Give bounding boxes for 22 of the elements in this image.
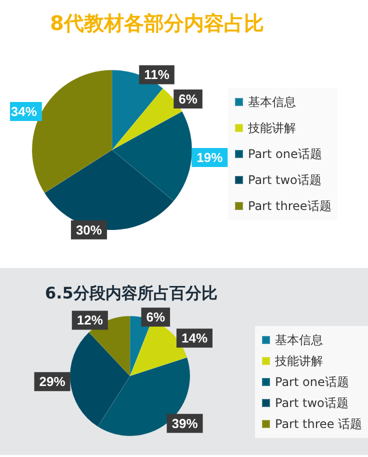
legend-label: Part one话题 — [275, 375, 349, 389]
data-label: 14% — [181, 330, 208, 346]
legend-label: 基本信息 — [248, 95, 296, 109]
data-label: 30% — [76, 222, 102, 238]
legend-label: 基本信息 — [275, 333, 323, 347]
legend-label: 技能讲解 — [247, 121, 296, 135]
data-label: 19% — [196, 150, 224, 166]
data-label: 29% — [39, 374, 66, 390]
legend-label: Part two话题 — [275, 396, 348, 410]
data-label: 11% — [144, 67, 170, 82]
chart-title: 6.5分段内容所占百分比 — [45, 284, 218, 302]
legend-label: Part one话题 — [248, 147, 322, 161]
data-label: 12% — [76, 312, 104, 328]
data-label: 39% — [172, 416, 198, 431]
legend-label: Part three话题 — [248, 199, 332, 213]
data-label: 6% — [178, 92, 198, 107]
legend-label: Part three 话题 — [275, 417, 362, 431]
data-label: 6% — [146, 310, 166, 325]
chart-title: 8代教材各部分内容占比 — [50, 11, 264, 35]
data-label: 34% — [10, 104, 38, 119]
legend-label: Part two话题 — [248, 173, 322, 187]
legend-label: 技能讲解 — [274, 354, 323, 368]
